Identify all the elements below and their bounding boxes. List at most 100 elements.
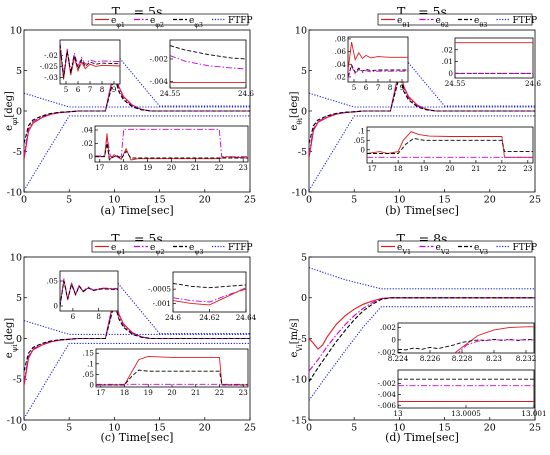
main-ytick-label: -10 (292, 187, 307, 198)
main-ytick-label: 0 (16, 334, 22, 345)
series-line-5 (309, 267, 535, 290)
inset-xtick-label: 24.62 (199, 313, 220, 322)
main-ytick-label: 10 (10, 25, 22, 36)
inset-xtick-label: 8 (100, 85, 105, 94)
inset-ytick-label: -.004 (150, 77, 169, 86)
main-ytick-label: 10 (295, 25, 307, 36)
inset-series-line-2 (367, 137, 533, 154)
inset-xtick-label: 22 (215, 163, 224, 172)
inset-ytick-label: -.004 (378, 390, 397, 399)
inset-xtick-label: 24.6 (525, 79, 541, 88)
chart-caption: (a) Time[sec] (100, 204, 173, 217)
inset-background (96, 349, 248, 387)
inset-2: 13 13.0005 13.001 -.002 -.004 -.006 (378, 369, 547, 418)
main-xtick-label: 0 (21, 195, 27, 206)
inset-xtick-label: 9 (400, 83, 405, 92)
main-ytick-label: -10 (292, 375, 307, 386)
inset-series-line-2 (95, 133, 248, 162)
series-line-4 (309, 115, 535, 191)
inset-xtick-label: 24.6 (238, 89, 254, 98)
legend-label: FTFP (228, 16, 253, 26)
main-ytick-label: 5 (301, 252, 307, 263)
inset-xtick-label: 13.001 (521, 409, 546, 418)
inset-xtick-label: 23 (239, 163, 249, 172)
legend-label: eψ2​ (150, 243, 165, 256)
legend-box (377, 240, 533, 253)
inset-series-line-1 (170, 45, 246, 60)
inset-ytick-label: -.0005 (148, 285, 171, 294)
inset-xtick-label: 8.226 (420, 354, 441, 363)
inset-ytick-label: .02 (442, 45, 453, 54)
legend-label: eψ3​ (189, 243, 204, 256)
inset-ytick-label: .002 (380, 323, 396, 332)
inset-ytick-label: -.02 (44, 51, 58, 60)
inset-xtick-label: 7 (88, 85, 93, 94)
inset-3: 17 18 19 20 21 22 23 0.05.1 (354, 126, 534, 173)
main-xtick-label: 15 (154, 195, 166, 206)
inset-xtick-label: 18 (394, 164, 404, 173)
inset-xtick-label: 13 (393, 409, 403, 418)
series-line-6 (398, 51, 535, 107)
inset-xtick-label: 20 (445, 164, 455, 173)
series-line-5 (309, 92, 535, 108)
chart-caption: (c) Time[sec] (101, 431, 174, 444)
inset-background (348, 37, 408, 82)
inset-background (398, 323, 534, 353)
series-line-3 (309, 297, 535, 382)
inset-ytick-label: .1 (87, 359, 94, 368)
legend-label: FTFP (228, 243, 253, 253)
series-line-4 (24, 115, 250, 191)
inset-frame (454, 37, 534, 79)
inset-2: 24.55 24.6 0 .01 .02 (442, 37, 541, 88)
inset-ytick-label: -.002 (378, 379, 396, 388)
legend-box (91, 13, 249, 26)
inset-xtick-label: 8.224 (388, 354, 409, 363)
main-ytick-label: -5 (13, 147, 22, 158)
main-xtick-label: 0 (306, 195, 312, 206)
series-line-6 (113, 51, 250, 107)
inset-ytick-label: .1 (358, 126, 365, 135)
inset-xtick-label: 7 (376, 83, 381, 92)
inset-ytick-label: .04 (335, 60, 347, 69)
main-xtick-label: 25 (244, 423, 256, 434)
legend-label: eθ1​ (397, 16, 410, 29)
main-xtick-label: 20 (199, 195, 211, 206)
chart-panel-3: Tψf​ = 5s(c) Time[sec]eψi​[deg]051015202… (4, 231, 257, 444)
inset-xtick-label: 8.232 (516, 354, 537, 363)
chart-panel-4: TVf​ = 8s(d) Time[sec]eVi​[m/s]051015202… (289, 231, 547, 444)
legend-label: FTFP (513, 243, 538, 253)
main-xtick-label: 5 (351, 423, 357, 434)
inset-xtick-label: 8.228 (452, 354, 473, 363)
main-xtick-label: 5 (351, 195, 357, 206)
legend-box (91, 240, 249, 253)
main-xtick-label: 25 (529, 423, 541, 434)
inset-xtick-label: 18 (120, 388, 130, 397)
inset-xtick-label: 21 (191, 388, 200, 397)
inset-ytick-label: -.03 (44, 73, 58, 82)
inset-background (60, 271, 118, 311)
inset-background (398, 370, 534, 408)
inset-ytick-label: .05 (47, 277, 59, 286)
inset-ytick-label: .06 (335, 47, 347, 56)
inset-1: 8.224 8.226 8.228 8.23 8.232 .002 0 -.002 (378, 322, 537, 363)
main-xtick-label: 20 (484, 195, 496, 206)
main-xtick-label: 20 (199, 423, 211, 434)
inset-xtick-label: 23 (523, 164, 533, 173)
inset-series-line-2 (348, 63, 408, 78)
inset-ytick-label: -.002 (378, 348, 396, 357)
inset-background (455, 38, 533, 78)
inset-1: 5 6 7 8 9 .02 .04 .06 .08 (335, 34, 409, 92)
main-xtick-label: 10 (393, 423, 405, 434)
legend-label: eθ3​ (474, 16, 487, 29)
legend-label: eφ1​ (111, 16, 125, 29)
inset-xtick-label: 19 (419, 164, 429, 173)
inset-background (60, 40, 120, 84)
legend-label: eV1​ (397, 243, 411, 256)
inset-ytick-label: .05 (354, 136, 366, 145)
inset-xtick-label: 5 (64, 85, 69, 94)
inset-ytick-label: .01 (442, 57, 453, 66)
inset-xtick-label: 8 (96, 312, 101, 321)
inset-series-line-1 (96, 355, 248, 386)
inset-xtick-label: 24.64 (236, 313, 257, 322)
inset-background (170, 40, 246, 88)
